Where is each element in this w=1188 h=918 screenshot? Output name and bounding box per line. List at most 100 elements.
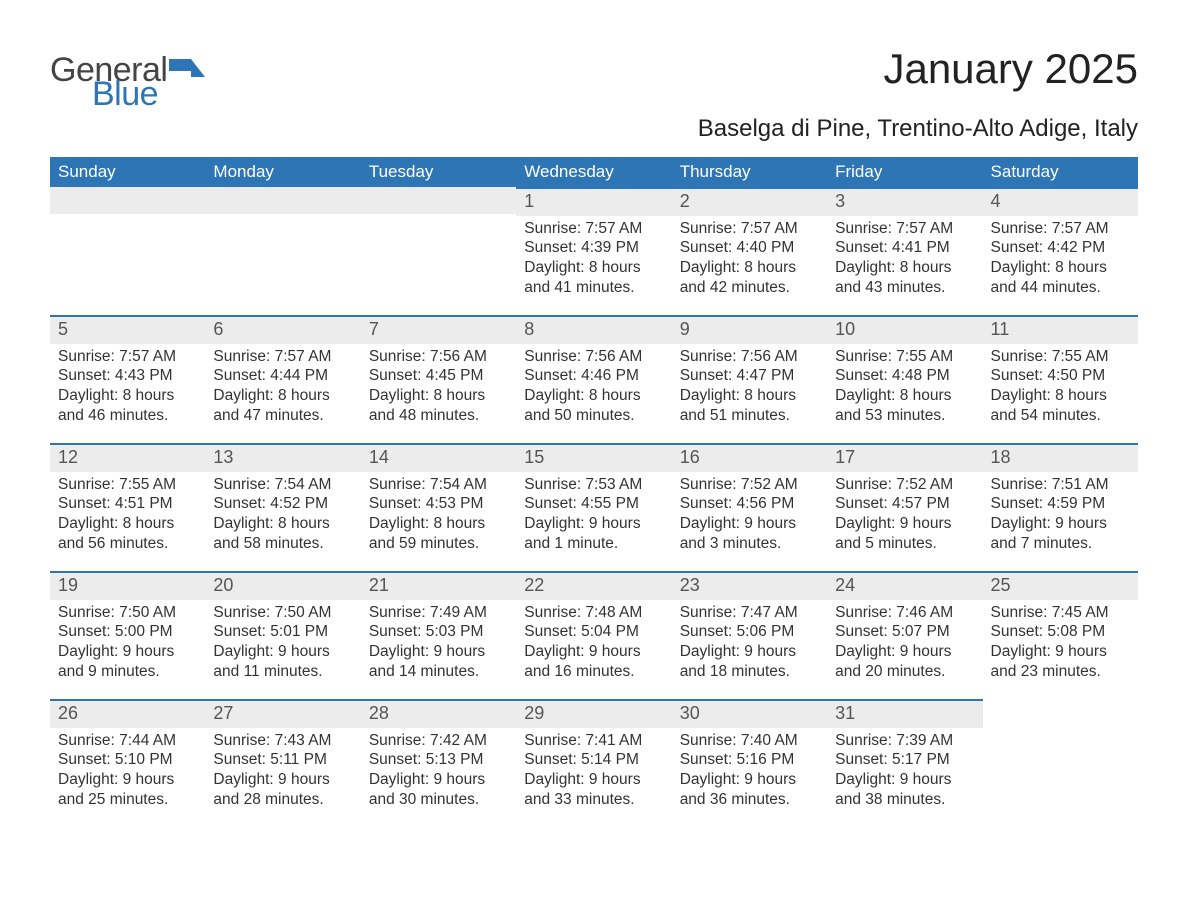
- day-number: 14: [361, 443, 516, 472]
- sunset-text: Sunset: 5:10 PM: [58, 750, 197, 770]
- calendar-day-cell: 27Sunrise: 7:43 AMSunset: 5:11 PMDayligh…: [205, 699, 360, 827]
- calendar-day-cell: [205, 187, 360, 315]
- calendar-week-row: 12Sunrise: 7:55 AMSunset: 4:51 PMDayligh…: [50, 443, 1138, 571]
- daylight-text-1: Daylight: 9 hours: [991, 642, 1130, 662]
- day-number: 6: [205, 315, 360, 344]
- daylight-text-2: and 54 minutes.: [991, 406, 1130, 426]
- sunset-text: Sunset: 5:04 PM: [524, 622, 663, 642]
- daylight-text-2: and 48 minutes.: [369, 406, 508, 426]
- calendar-day-cell: 10Sunrise: 7:55 AMSunset: 4:48 PMDayligh…: [827, 315, 982, 443]
- daylight-text-2: and 1 minute.: [524, 534, 663, 554]
- day-number: 19: [50, 571, 205, 600]
- sunset-text: Sunset: 4:52 PM: [213, 494, 352, 514]
- sunrise-text: Sunrise: 7:57 AM: [524, 219, 663, 239]
- calendar-day-cell: 7Sunrise: 7:56 AMSunset: 4:45 PMDaylight…: [361, 315, 516, 443]
- daylight-text-1: Daylight: 8 hours: [835, 386, 974, 406]
- daylight-text-1: Daylight: 9 hours: [524, 642, 663, 662]
- day-details: Sunrise: 7:55 AMSunset: 4:48 PMDaylight:…: [827, 344, 982, 432]
- calendar-week-row: 1Sunrise: 7:57 AMSunset: 4:39 PMDaylight…: [50, 187, 1138, 315]
- daylight-text-2: and 53 minutes.: [835, 406, 974, 426]
- sunrise-text: Sunrise: 7:52 AM: [680, 475, 819, 495]
- daylight-text-2: and 16 minutes.: [524, 662, 663, 682]
- sunset-text: Sunset: 4:40 PM: [680, 238, 819, 258]
- sunrise-text: Sunrise: 7:56 AM: [680, 347, 819, 367]
- calendar-day-cell: 12Sunrise: 7:55 AMSunset: 4:51 PMDayligh…: [50, 443, 205, 571]
- calendar-day-cell: 23Sunrise: 7:47 AMSunset: 5:06 PMDayligh…: [672, 571, 827, 699]
- calendar-day-cell: 22Sunrise: 7:48 AMSunset: 5:04 PMDayligh…: [516, 571, 671, 699]
- daylight-text-1: Daylight: 9 hours: [680, 514, 819, 534]
- day-number: 5: [50, 315, 205, 344]
- calendar-day-cell: 16Sunrise: 7:52 AMSunset: 4:56 PMDayligh…: [672, 443, 827, 571]
- daylight-text-2: and 9 minutes.: [58, 662, 197, 682]
- daylight-text-1: Daylight: 9 hours: [835, 770, 974, 790]
- daylight-text-2: and 42 minutes.: [680, 278, 819, 298]
- sunrise-text: Sunrise: 7:55 AM: [991, 347, 1130, 367]
- day-number: 23: [672, 571, 827, 600]
- sunset-text: Sunset: 4:53 PM: [369, 494, 508, 514]
- day-details: Sunrise: 7:42 AMSunset: 5:13 PMDaylight:…: [361, 728, 516, 816]
- day-number: 27: [205, 699, 360, 728]
- sunset-text: Sunset: 5:06 PM: [680, 622, 819, 642]
- daylight-text-1: Daylight: 8 hours: [680, 258, 819, 278]
- calendar-day-cell: 9Sunrise: 7:56 AMSunset: 4:47 PMDaylight…: [672, 315, 827, 443]
- day-number: 18: [983, 443, 1138, 472]
- sunset-text: Sunset: 5:11 PM: [213, 750, 352, 770]
- daylight-text-2: and 41 minutes.: [524, 278, 663, 298]
- day-details: Sunrise: 7:56 AMSunset: 4:45 PMDaylight:…: [361, 344, 516, 432]
- calendar-day-cell: 13Sunrise: 7:54 AMSunset: 4:52 PMDayligh…: [205, 443, 360, 571]
- daylight-text-1: Daylight: 9 hours: [680, 642, 819, 662]
- daylight-text-1: Daylight: 9 hours: [835, 514, 974, 534]
- day-details: Sunrise: 7:52 AMSunset: 4:57 PMDaylight:…: [827, 472, 982, 560]
- daylight-text-2: and 5 minutes.: [835, 534, 974, 554]
- empty-day-header: [361, 187, 516, 214]
- calendar-day-cell: 17Sunrise: 7:52 AMSunset: 4:57 PMDayligh…: [827, 443, 982, 571]
- weekday-header: Tuesday: [361, 157, 516, 187]
- day-details: Sunrise: 7:47 AMSunset: 5:06 PMDaylight:…: [672, 600, 827, 688]
- sunrise-text: Sunrise: 7:45 AM: [991, 603, 1130, 623]
- calendar-table: Sunday Monday Tuesday Wednesday Thursday…: [50, 157, 1138, 827]
- daylight-text-2: and 25 minutes.: [58, 790, 197, 810]
- day-number: 1: [516, 187, 671, 216]
- day-details: Sunrise: 7:56 AMSunset: 4:47 PMDaylight:…: [672, 344, 827, 432]
- sunrise-text: Sunrise: 7:57 AM: [991, 219, 1130, 239]
- day-details: Sunrise: 7:57 AMSunset: 4:41 PMDaylight:…: [827, 216, 982, 304]
- weekday-header: Monday: [205, 157, 360, 187]
- calendar-day-cell: 26Sunrise: 7:44 AMSunset: 5:10 PMDayligh…: [50, 699, 205, 827]
- day-number: 26: [50, 699, 205, 728]
- calendar-week-row: 19Sunrise: 7:50 AMSunset: 5:00 PMDayligh…: [50, 571, 1138, 699]
- day-details: Sunrise: 7:55 AMSunset: 4:50 PMDaylight:…: [983, 344, 1138, 432]
- sunrise-text: Sunrise: 7:48 AM: [524, 603, 663, 623]
- sunset-text: Sunset: 5:01 PM: [213, 622, 352, 642]
- daylight-text-1: Daylight: 8 hours: [213, 386, 352, 406]
- day-details: Sunrise: 7:55 AMSunset: 4:51 PMDaylight:…: [50, 472, 205, 560]
- sunset-text: Sunset: 4:42 PM: [991, 238, 1130, 258]
- weekday-header-row: Sunday Monday Tuesday Wednesday Thursday…: [50, 157, 1138, 187]
- logo-text-blue: Blue: [92, 77, 167, 111]
- calendar-day-cell: 8Sunrise: 7:56 AMSunset: 4:46 PMDaylight…: [516, 315, 671, 443]
- daylight-text-2: and 20 minutes.: [835, 662, 974, 682]
- day-details: Sunrise: 7:51 AMSunset: 4:59 PMDaylight:…: [983, 472, 1138, 560]
- day-details: Sunrise: 7:57 AMSunset: 4:42 PMDaylight:…: [983, 216, 1138, 304]
- page-title: January 2025: [883, 45, 1138, 93]
- sunrise-text: Sunrise: 7:41 AM: [524, 731, 663, 751]
- daylight-text-1: Daylight: 9 hours: [835, 642, 974, 662]
- sunrise-text: Sunrise: 7:56 AM: [369, 347, 508, 367]
- daylight-text-2: and 56 minutes.: [58, 534, 197, 554]
- day-details: Sunrise: 7:45 AMSunset: 5:08 PMDaylight:…: [983, 600, 1138, 688]
- sunrise-text: Sunrise: 7:52 AM: [835, 475, 974, 495]
- daylight-text-2: and 46 minutes.: [58, 406, 197, 426]
- sunrise-text: Sunrise: 7:40 AM: [680, 731, 819, 751]
- daylight-text-2: and 18 minutes.: [680, 662, 819, 682]
- calendar-week-row: 5Sunrise: 7:57 AMSunset: 4:43 PMDaylight…: [50, 315, 1138, 443]
- day-details: Sunrise: 7:57 AMSunset: 4:44 PMDaylight:…: [205, 344, 360, 432]
- day-details: Sunrise: 7:46 AMSunset: 5:07 PMDaylight:…: [827, 600, 982, 688]
- daylight-text-2: and 33 minutes.: [524, 790, 663, 810]
- day-number: 12: [50, 443, 205, 472]
- calendar-day-cell: 18Sunrise: 7:51 AMSunset: 4:59 PMDayligh…: [983, 443, 1138, 571]
- sunset-text: Sunset: 4:41 PM: [835, 238, 974, 258]
- daylight-text-1: Daylight: 8 hours: [213, 514, 352, 534]
- location-subtitle: Baselga di Pine, Trentino-Alto Adige, It…: [50, 115, 1138, 143]
- day-number: 2: [672, 187, 827, 216]
- day-number: 3: [827, 187, 982, 216]
- calendar-day-cell: 4Sunrise: 7:57 AMSunset: 4:42 PMDaylight…: [983, 187, 1138, 315]
